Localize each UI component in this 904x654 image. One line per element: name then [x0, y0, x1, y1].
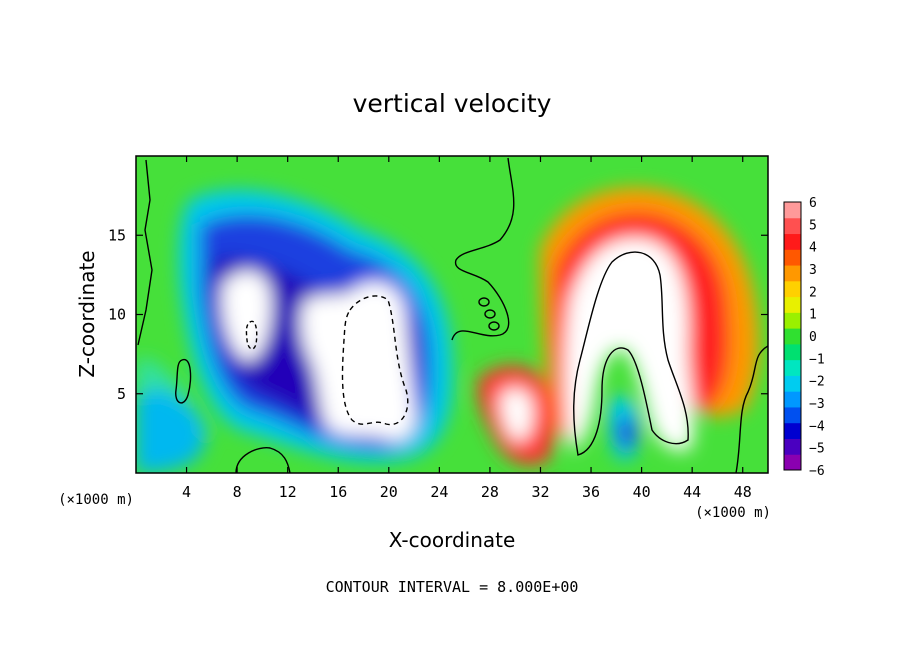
colorbar-swatch [784, 233, 801, 250]
y-tick-label: 15 [108, 226, 126, 244]
colorbar-frame [783, 201, 802, 471]
x-tick-label: 32 [531, 483, 549, 501]
velocity-field [136, 187, 759, 473]
field-blob [300, 281, 416, 441]
colorbar-swatch [784, 312, 801, 329]
y-tick-label: 10 [108, 306, 126, 324]
colorbar-tick-label: −4 [809, 419, 825, 434]
x-tick-label: 8 [233, 483, 242, 501]
colorbar-swatch [784, 406, 801, 424]
x-tick-label: 36 [582, 483, 600, 501]
x-tick-label: 28 [481, 483, 499, 501]
field-blob [136, 389, 205, 473]
field-blob [222, 270, 272, 362]
plot-area [136, 156, 768, 473]
colorbar-tick-label: 6 [809, 196, 817, 211]
x-tick-label: 44 [683, 483, 701, 501]
downdraft-contour-small [245, 320, 258, 350]
contour-cell [488, 321, 500, 331]
x-tick-label: 48 [734, 483, 752, 501]
colorbar-tick-label: −6 [809, 464, 825, 479]
colorbar-tick-label: −1 [809, 352, 825, 367]
x-tick-label: 20 [380, 483, 398, 501]
colorbar-tick-label: 5 [809, 218, 817, 233]
colorbar: 6 5 4 3 2 1 0 −1 −2 −3 −4 −5 −6 [783, 196, 825, 479]
x-tick-label: 4 [182, 483, 191, 501]
colorbar-swatch [784, 422, 801, 439]
zero-contour-right [735, 345, 768, 473]
x-unit-right: (×1000 m) [695, 505, 771, 521]
contour-cell [478, 297, 490, 307]
colorbar-tick-label: −5 [809, 442, 825, 457]
colorbar-tick-label: 4 [809, 241, 817, 256]
colorbar-swatch [784, 217, 801, 235]
contour-cell [484, 309, 496, 319]
contour-interval-note: CONTOUR INTERVAL = 8.000E+00 [326, 578, 579, 596]
colorbar-tick-label: −2 [809, 375, 825, 390]
colorbar-swatch [784, 359, 801, 376]
downdraft-contour-dashed [341, 295, 409, 426]
x-tick-label: 40 [633, 483, 651, 501]
y-tick-label: 5 [117, 385, 126, 403]
colorbar-tick-label: 3 [809, 263, 817, 278]
contour-lines [137, 157, 768, 473]
colorbar-tick-label: 1 [809, 308, 817, 323]
field-blob [617, 416, 636, 449]
x-tick-label: 24 [430, 483, 448, 501]
colorbar-swatch [784, 328, 801, 345]
x-tick-label: 16 [329, 483, 347, 501]
chart-title: vertical velocity [353, 89, 552, 118]
y-axis-label: Z-coordinate [75, 250, 99, 377]
zero-contour-left [137, 159, 153, 346]
colorbar-swatch [784, 280, 801, 298]
field-blobs [136, 187, 759, 473]
x-unit-left: (×1000 m) [58, 492, 134, 508]
colorbar-swatch [784, 454, 801, 471]
colorbar-swatch [784, 391, 801, 408]
zero-contour-small-blob [175, 359, 192, 404]
colorbar-swatch [784, 343, 801, 361]
x-axis-label: X-coordinate [389, 528, 516, 552]
zero-contour-mid [451, 157, 515, 341]
colorbar-swatch [784, 249, 801, 266]
field-blob [500, 388, 534, 442]
colorbar-tick-label: 0 [809, 330, 817, 345]
colorbar-tick-label: −3 [809, 397, 825, 412]
colorbar-swatch [784, 296, 801, 313]
zero-contour-bottom-left [235, 447, 291, 473]
updraft-contour-main [573, 251, 689, 456]
colorbar-swatch [784, 375, 801, 392]
colorbar-swatch [784, 265, 801, 282]
colorbar-swatch [784, 438, 801, 455]
colorbar-tick-label: 2 [809, 285, 817, 300]
x-tick-label: 12 [279, 483, 297, 501]
colorbar-swatch [784, 202, 801, 219]
